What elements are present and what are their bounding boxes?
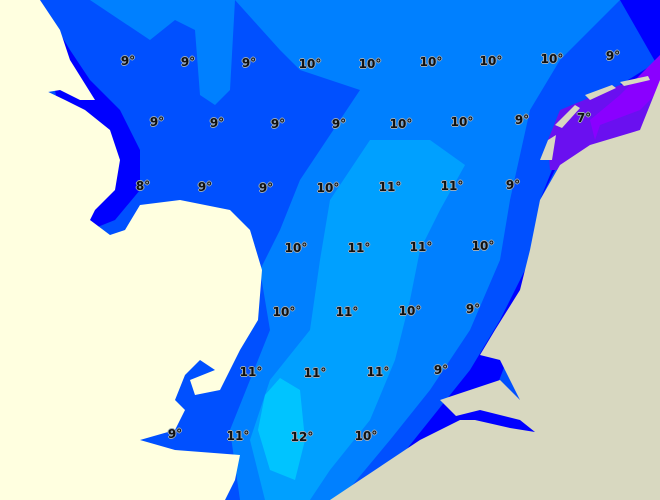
temperature-label: 9° (270, 117, 286, 131)
temperature-label: 11° (366, 365, 390, 379)
temperature-label: 9° (258, 181, 274, 195)
temperature-label: 9° (331, 117, 347, 131)
temperature-label: 11° (347, 241, 371, 255)
temperature-label: 11° (226, 429, 250, 443)
temperature-label: 10° (398, 304, 422, 318)
temperature-label: 12° (290, 430, 314, 444)
temperature-label: 8° (135, 179, 151, 193)
temperature-label: 11° (335, 305, 359, 319)
temperature-label: 10° (354, 429, 378, 443)
temperature-label: 10° (298, 57, 322, 71)
temperature-label: 10° (450, 115, 474, 129)
temperature-label: 9° (505, 178, 521, 192)
temperature-label: 9° (605, 49, 621, 63)
temperature-label: 10° (479, 54, 503, 68)
temperature-label: 10° (389, 117, 413, 131)
temperature-label: 9° (167, 427, 183, 441)
temperature-label: 10° (272, 305, 296, 319)
temperature-label: 9° (241, 56, 257, 70)
temperature-label: 7° (576, 111, 592, 125)
temperature-label: 9° (197, 180, 213, 194)
sea-11-zone (250, 140, 465, 500)
temperature-label: 9° (514, 113, 530, 127)
temperature-label: 9° (120, 54, 136, 68)
land-continent (330, 80, 660, 500)
temperature-label: 9° (149, 115, 165, 129)
temperature-label: 9° (209, 116, 225, 130)
temperature-label: 10° (540, 52, 564, 66)
sea-12-zone (258, 378, 305, 480)
temperature-label: 11° (409, 240, 433, 254)
island-chain (540, 76, 650, 160)
temperature-label: 11° (303, 366, 327, 380)
temperature-label: 9° (180, 55, 196, 69)
sea-7-zone-dark (590, 55, 660, 140)
temperature-label: 11° (378, 180, 402, 194)
estuary-channel (440, 410, 535, 432)
sea-10-zone-north (90, 0, 235, 105)
land-uk (0, 0, 262, 500)
temperature-label: 11° (239, 365, 263, 379)
temperature-label: 9° (465, 302, 481, 316)
temperature-label: 10° (316, 181, 340, 195)
temperature-label: 10° (471, 239, 495, 253)
temperature-label: 10° (419, 55, 443, 69)
temperature-label: 10° (284, 241, 308, 255)
temperature-label: 11° (440, 179, 464, 193)
temperature-label: 10° (358, 57, 382, 71)
temperature-label: 9° (433, 363, 449, 377)
